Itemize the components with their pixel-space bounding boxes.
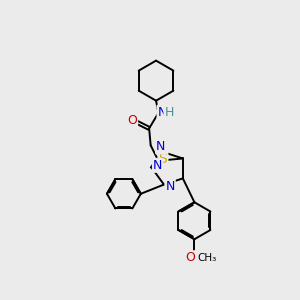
Text: H: H [164,106,174,119]
Text: N: N [165,180,175,193]
Text: CH₃: CH₃ [197,253,217,263]
Text: S: S [159,152,167,166]
Text: N: N [158,106,167,119]
Text: O: O [185,251,195,264]
Text: O: O [127,114,137,127]
Text: N: N [156,140,166,153]
Text: N: N [153,159,162,172]
